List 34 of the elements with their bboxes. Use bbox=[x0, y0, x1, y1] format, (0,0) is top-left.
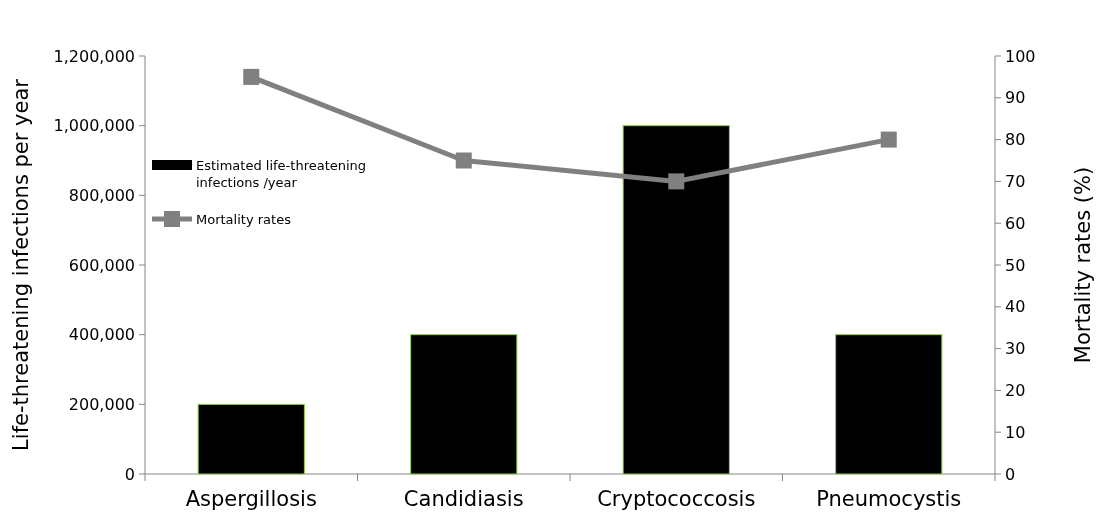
y2-tick-label: 30 bbox=[1005, 339, 1026, 359]
point bbox=[455, 152, 472, 169]
bar bbox=[410, 334, 518, 475]
y-tick-label: 800,000 bbox=[68, 185, 135, 205]
point bbox=[880, 131, 897, 148]
y-tick-label: 1,000,000 bbox=[53, 116, 135, 136]
y2-tick-label: 20 bbox=[1005, 381, 1026, 400]
y-tick-label: 0 bbox=[124, 464, 135, 484]
y2-tick-label: 80 bbox=[1005, 130, 1026, 150]
y-tick-label: 400,000 bbox=[68, 325, 135, 345]
y2-tick-label: 90 bbox=[1005, 88, 1026, 108]
y-axis-title: Life-threatening infections per year bbox=[9, 78, 33, 451]
y-tick-label: 200,000 bbox=[68, 394, 135, 414]
bar bbox=[197, 403, 305, 475]
y2-tick-label: 0 bbox=[1005, 464, 1016, 484]
y2-tick-label: 10 bbox=[1005, 422, 1026, 442]
y2-tick-label: 70 bbox=[1005, 172, 1026, 191]
y2-tick-label: 100 bbox=[1005, 46, 1036, 66]
x-tick-label: Cryptococcosis bbox=[597, 487, 756, 511]
legend-label: Estimated life-threatening infections /year bbox=[196, 158, 367, 190]
x-tick-label: Pneumocystis bbox=[816, 487, 962, 511]
x-tick-label: Candidiasis bbox=[403, 487, 524, 511]
bar bbox=[622, 125, 730, 475]
y-tick-label: 1,200,000 bbox=[53, 46, 135, 66]
point bbox=[243, 68, 260, 85]
point bbox=[668, 173, 685, 190]
x-tick-label: Aspergillosis bbox=[185, 487, 317, 511]
y2-axis-title: Mortality rates (%) bbox=[1071, 166, 1095, 364]
legend-label: Mortality rates bbox=[196, 212, 292, 227]
y2-tick-label: 40 bbox=[1005, 297, 1026, 317]
bar bbox=[835, 334, 943, 475]
y2-tick-label: 60 bbox=[1005, 213, 1026, 233]
y2-tick-label: 50 bbox=[1005, 255, 1026, 275]
y-tick-label: 600,000 bbox=[68, 255, 135, 275]
